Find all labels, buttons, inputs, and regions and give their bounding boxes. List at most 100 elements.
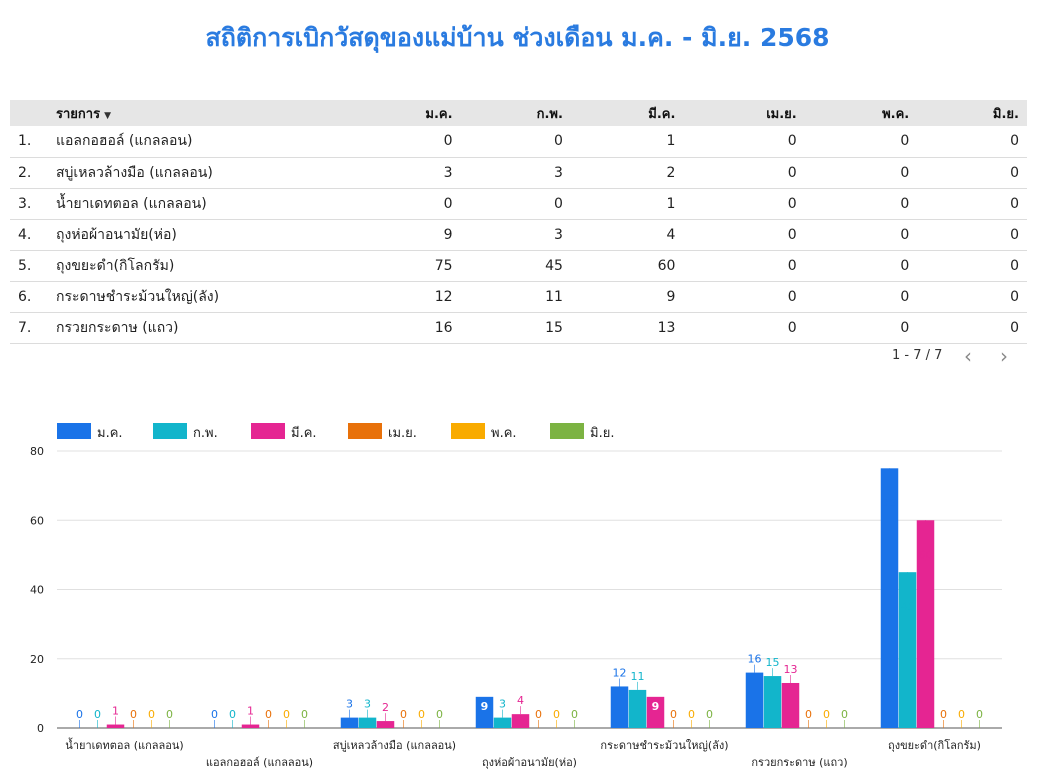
data-label: 0: [841, 708, 848, 721]
y-tick-label: 40: [30, 584, 44, 597]
bar: [475, 696, 494, 728]
cell-value: 13: [657, 319, 676, 336]
chevron-left-icon[interactable]: ‹: [964, 344, 972, 368]
cell-value: 0: [900, 288, 910, 305]
cell-value: 0: [787, 288, 797, 305]
header-feb[interactable]: ก.พ.: [536, 106, 563, 122]
data-label: 16: [748, 653, 762, 666]
row-index: 7.: [18, 319, 32, 336]
table-row: 7. กรวยกระดาษ (แถว) 16 15 13 0 0 0: [10, 312, 1027, 343]
table-header-row: รายการ ▼ ม.ค. ก.พ. มี.ค. เม.ย. พ.ค. มิ.ย.: [10, 100, 1027, 126]
bar: [781, 682, 800, 728]
data-label: 1: [247, 705, 254, 718]
legend-swatch: [451, 423, 485, 439]
cell-value: 0: [900, 195, 910, 212]
header-apr[interactable]: เม.ย.: [766, 106, 797, 122]
header-jun[interactable]: มิ.ย.: [992, 106, 1019, 122]
legend-swatch: [348, 423, 382, 439]
header-jan[interactable]: ม.ค.: [425, 106, 453, 122]
data-table: รายการ ▼ ม.ค. ก.พ. มี.ค. เม.ย. พ.ค. มิ.ย.…: [10, 100, 1027, 344]
cell-value: 0: [787, 195, 797, 212]
y-tick-label: 0: [37, 722, 44, 735]
cell-value: 0: [900, 226, 910, 243]
data-label: 1: [112, 705, 119, 718]
cell-value: 0: [1010, 288, 1019, 305]
data-label: 9: [652, 700, 660, 713]
header-mar[interactable]: มี.ค.: [648, 106, 676, 122]
data-label: 0: [148, 708, 155, 721]
row-index: 6.: [18, 288, 32, 305]
cell-value: 9: [443, 226, 453, 243]
y-tick-label: 60: [30, 514, 44, 527]
legend-label: มิ.ย.: [590, 426, 614, 441]
data-label: 0: [805, 708, 812, 721]
data-label: 0: [706, 708, 713, 721]
legend-swatch: [57, 423, 91, 439]
row-item: ถุงห่อผ้าอนามัย(ห่อ): [56, 226, 177, 243]
bar: [358, 717, 377, 728]
cell-value: 0: [443, 195, 453, 212]
category-label: สบู่เหลวล้างมือ (แกลลอน): [333, 739, 456, 752]
data-label: 2: [382, 701, 389, 714]
y-tick-label: 80: [30, 445, 44, 458]
cell-value: 2: [666, 164, 676, 181]
data-label: 0: [670, 708, 677, 721]
legend-label: ม.ค.: [97, 426, 123, 441]
cell-value: 0: [1010, 257, 1019, 274]
data-label: 0: [958, 708, 965, 721]
bar: [763, 676, 782, 728]
header-item[interactable]: รายการ ▼: [56, 106, 111, 122]
cell-value: 0: [1010, 226, 1019, 243]
data-label: 12: [613, 666, 627, 679]
bar: [493, 717, 512, 728]
legend-label: พ.ค.: [491, 426, 517, 441]
row-index: 2.: [18, 164, 32, 181]
bar: [916, 520, 935, 728]
row-item: กรวยกระดาษ (แถว): [56, 319, 179, 336]
cell-value: 15: [545, 319, 563, 336]
chevron-right-icon[interactable]: ›: [1000, 344, 1008, 368]
data-label: 0: [535, 708, 542, 721]
bar: [646, 696, 665, 728]
legend-label: เม.ย.: [388, 426, 417, 441]
sort-down-icon[interactable]: ▼: [104, 110, 111, 121]
table-row: 2. สบู่เหลวล้างมือ (แกลลอน) 3 3 2 0 0 0: [10, 157, 1027, 188]
row-index: 3.: [18, 195, 32, 212]
category-label: แอลกอฮอล์ (แกลลอน): [206, 756, 313, 769]
data-label: 3: [364, 698, 371, 711]
cell-value: 12: [434, 288, 453, 305]
data-label: 0: [976, 708, 983, 721]
bar: [880, 468, 899, 728]
row-item: กระดาษชำระม้วนใหญ่(ลัง): [56, 288, 220, 305]
category-label: ถุงห่อผ้าอนามัย(ห่อ): [482, 756, 577, 769]
table-row: 1. แอลกอฮอล์ (แกลลอน) 0 0 1 0 0 0: [10, 126, 1027, 157]
category-label: กรวยกระดาษ (แถว): [751, 756, 847, 769]
data-label: 0: [130, 708, 137, 721]
cell-value: 0: [900, 164, 910, 181]
cell-value: 0: [787, 226, 797, 243]
data-label: 0: [436, 708, 443, 721]
data-label: 0: [553, 708, 560, 721]
cell-value: 3: [553, 164, 563, 181]
row-index: 4.: [18, 226, 32, 243]
cell-value: 60: [657, 257, 676, 274]
data-label: 11: [631, 670, 645, 683]
bar: [745, 672, 764, 728]
category-label: น้ำยาเดทตอล (แกลลอน): [65, 737, 183, 752]
row-item: แอลกอฮอล์ (แกลลอน): [56, 133, 193, 150]
cell-value: 45: [545, 257, 563, 274]
data-label: 0: [571, 708, 578, 721]
data-label: 0: [400, 708, 407, 721]
header-may[interactable]: พ.ค.: [882, 106, 910, 122]
table-row: 6. กระดาษชำระม้วนใหญ่(ลัง) 12 11 9 0 0 0: [10, 281, 1027, 312]
cell-value: 0: [553, 195, 563, 212]
data-label: 15: [766, 656, 780, 669]
data-label: 0: [76, 708, 83, 721]
header-index: [10, 100, 48, 126]
cell-value: 3: [553, 226, 563, 243]
cell-value: 0: [1010, 164, 1019, 181]
bar: [628, 689, 647, 728]
data-label: 3: [346, 698, 353, 711]
category-label: ถุงขยะดำ(กิโลกรัม): [888, 738, 981, 752]
bar: [898, 572, 917, 728]
